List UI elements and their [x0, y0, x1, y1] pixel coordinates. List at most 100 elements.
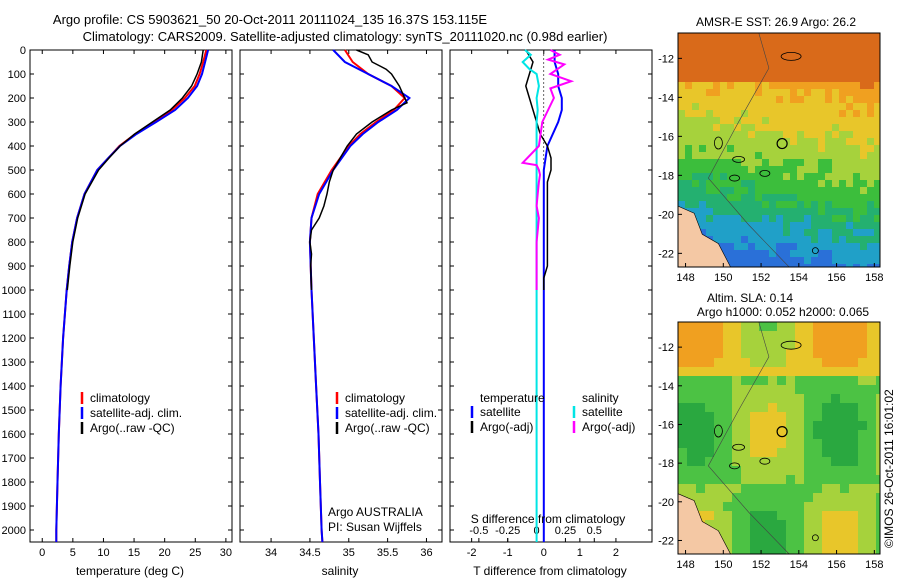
map-cell — [790, 131, 798, 139]
map-cell — [874, 166, 881, 174]
map-cell — [748, 47, 756, 55]
map-cell — [860, 96, 868, 104]
map-cell — [818, 166, 826, 174]
map-cell — [797, 40, 805, 48]
map-cell — [813, 376, 823, 386]
map-cell — [723, 367, 733, 377]
map-cell — [714, 385, 724, 395]
map-cell — [825, 117, 833, 125]
map-cell — [699, 61, 707, 69]
map-cell — [783, 201, 791, 209]
map-cell — [822, 457, 832, 467]
map-cell — [846, 208, 854, 216]
map-cell — [867, 89, 875, 97]
map-cell — [858, 502, 868, 512]
map-cell — [734, 54, 742, 62]
legend-label-argo: Argo(..raw -QC) — [90, 421, 175, 435]
map-cell — [831, 457, 841, 467]
map-cell — [804, 138, 812, 146]
map-cell — [727, 54, 735, 62]
map-cell — [776, 145, 784, 153]
legend-label-t-argo: Argo(-adj) — [480, 420, 533, 434]
map-cell — [822, 484, 832, 494]
map-cell — [762, 243, 770, 251]
map-cell — [832, 159, 840, 167]
map-cell — [783, 264, 791, 268]
map-cell — [768, 484, 778, 494]
map-cell — [762, 187, 770, 195]
map-cell — [867, 61, 875, 69]
map-cell — [831, 322, 841, 332]
map-cell — [849, 421, 859, 431]
depth-tick-label: 1700 — [2, 453, 26, 465]
map-cell — [748, 96, 756, 104]
map-cell — [732, 493, 742, 503]
map-cell — [858, 421, 868, 431]
map-cell — [786, 448, 796, 458]
lat-tick-label: -18 — [658, 458, 674, 470]
map-cell — [874, 159, 881, 167]
map-cell — [720, 117, 728, 125]
map-cell — [706, 33, 714, 41]
map-cell — [777, 340, 787, 350]
map-cell — [853, 96, 861, 104]
map-cell — [706, 75, 714, 83]
map-cell — [853, 152, 861, 160]
map-cell — [762, 40, 770, 48]
map-cell — [750, 430, 760, 440]
map-cell — [720, 145, 728, 153]
map-cell — [874, 61, 881, 69]
map-cell — [860, 222, 868, 230]
map-cell — [750, 349, 760, 359]
map-cell — [687, 376, 697, 386]
map-cell — [832, 180, 840, 188]
map-cell — [858, 457, 868, 467]
map-cell — [804, 493, 814, 503]
map-cell — [860, 173, 868, 181]
map-cell — [732, 385, 742, 395]
map-cell — [832, 194, 840, 202]
map-cell — [839, 33, 847, 41]
map-cell — [678, 201, 686, 209]
map-cell — [755, 173, 763, 181]
map-cell — [846, 124, 854, 132]
map-cell — [776, 159, 784, 167]
map-cell — [776, 103, 784, 111]
map-cell — [727, 229, 735, 237]
map-cell — [748, 89, 756, 97]
map-cell — [804, 187, 812, 195]
map-cell — [759, 349, 769, 359]
map-cell — [727, 236, 735, 244]
map-cell — [867, 75, 875, 83]
map-cell — [839, 250, 847, 258]
map-cell — [825, 47, 833, 55]
map-cell — [678, 403, 688, 413]
map-cell — [734, 103, 742, 111]
map-cell — [741, 520, 751, 530]
map-cell — [762, 33, 770, 41]
map-cell — [790, 47, 798, 55]
map-cell — [685, 68, 693, 76]
map-cell — [734, 194, 742, 202]
map-cell — [804, 117, 812, 125]
map-cell — [741, 257, 749, 265]
map-cell — [750, 376, 760, 386]
map-cell — [768, 502, 778, 512]
map-cell — [720, 47, 728, 55]
map-cell — [727, 75, 735, 83]
map-cell — [720, 131, 728, 139]
map-cell — [876, 520, 881, 530]
map-cell — [874, 96, 881, 104]
map-cell — [804, 529, 814, 539]
map-cell — [822, 412, 832, 422]
map-cell — [839, 236, 847, 244]
map-cell — [822, 466, 832, 476]
map-cell — [696, 331, 706, 341]
map-cell — [783, 236, 791, 244]
map-cell — [714, 520, 724, 530]
map-cell — [867, 257, 875, 265]
map-cell — [699, 68, 707, 76]
map-cell — [797, 138, 805, 146]
x-tick-label: 15 — [128, 547, 140, 559]
lon-tick-label: 148 — [676, 559, 694, 571]
